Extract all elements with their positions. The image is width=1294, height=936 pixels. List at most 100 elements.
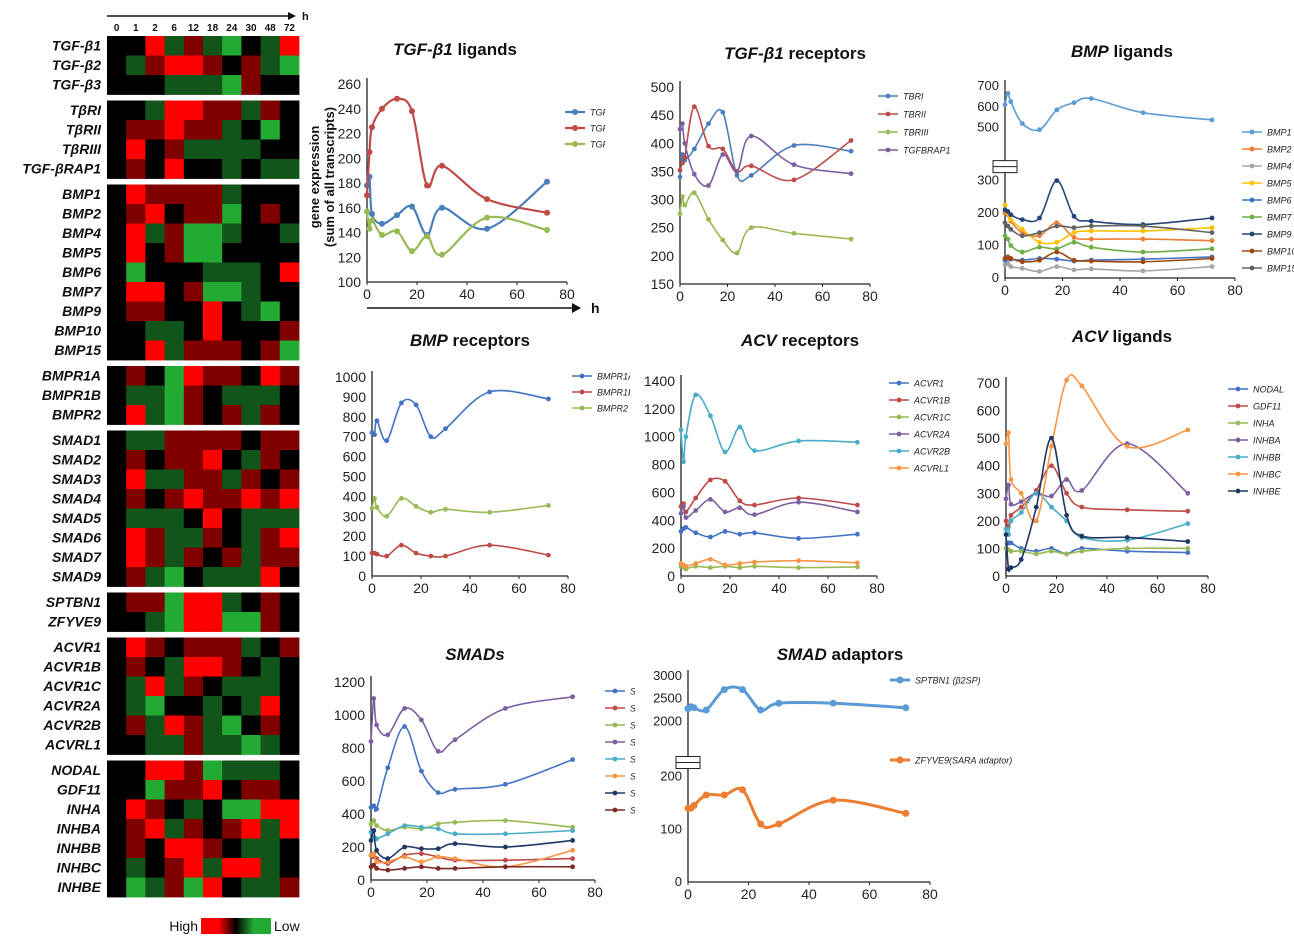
data-point (720, 791, 728, 799)
heatmap-cell (145, 735, 165, 755)
heatmap-cell (164, 75, 185, 95)
heatmap-cell (203, 547, 223, 568)
chart-plot: 100 120 140 160 180 200 220 240 260 0 20 40 60 80 gene… (307, 76, 619, 316)
data-point (690, 704, 698, 712)
legend-marker (896, 397, 902, 403)
x-tick-label: 20 (722, 580, 738, 596)
data-point (1124, 546, 1130, 551)
legend-marker (1235, 488, 1241, 494)
heatmap-cell (279, 858, 300, 878)
series-line (370, 696, 573, 753)
y-tick-label: 1000 (644, 429, 675, 445)
heatmap-cell (183, 184, 204, 205)
legend-marker (612, 773, 618, 779)
heatmap-row-label: TβRI (70, 102, 102, 118)
y-tick-label: 0 (992, 270, 999, 285)
data-point (1054, 220, 1060, 226)
heatmap-cell (222, 676, 242, 697)
data-point (546, 552, 551, 558)
legend-label: ACVR1C (913, 413, 951, 423)
data-point (428, 509, 434, 515)
heatmap-cell (164, 55, 185, 76)
y-tick-label: 0 (358, 568, 366, 584)
heatmap-cell (126, 405, 146, 425)
heatmap-cell (183, 55, 204, 76)
data-point (487, 509, 492, 515)
time-header-label: 1 (133, 23, 139, 34)
heatmap-cell (107, 735, 127, 755)
heatmap-cell (279, 55, 300, 76)
x-tick-label: 20 (1049, 580, 1065, 596)
data-point (570, 856, 575, 861)
heatmap-cell (183, 592, 204, 613)
data-point (693, 495, 699, 501)
data-point (722, 509, 728, 515)
legend-marker (579, 389, 585, 395)
data-point (752, 559, 757, 565)
legend-label: TBRII (903, 110, 927, 120)
data-point (708, 556, 713, 562)
data-point (544, 178, 550, 185)
heatmap-cell (107, 508, 127, 529)
heatmap-cell (241, 430, 261, 451)
heatmap-cell (260, 243, 281, 263)
heatmap-cell (183, 405, 204, 425)
heatmap-row-label: NODAL (51, 762, 101, 778)
y-tick-label: 200 (651, 248, 675, 264)
heatmap-cell (183, 508, 204, 529)
data-point (677, 174, 683, 180)
series-line (370, 849, 573, 868)
y-tick-label: 150 (651, 276, 675, 292)
heatmap-cell (145, 715, 165, 736)
heatmap-cell (241, 36, 261, 56)
heatmap-cell (203, 877, 223, 898)
heatmap: 0 1 2 6 12 18 24 30 48 72hTGF-β1TGF-β2TGF-β3TβRIT… (22, 11, 309, 934)
heatmap-cell (107, 75, 127, 95)
data-point (682, 155, 688, 160)
data-point (683, 524, 689, 530)
heatmap-cell (126, 657, 146, 677)
data-point (752, 512, 757, 518)
heatmap-cell (164, 139, 185, 160)
data-point (739, 786, 746, 794)
data-point (368, 821, 374, 827)
heatmap-cell (126, 120, 146, 140)
heatmap-cell (279, 120, 300, 140)
data-point (855, 439, 860, 445)
data-point (1019, 265, 1025, 271)
time-header-label: 12 (188, 23, 200, 34)
data-point (1140, 228, 1146, 234)
heatmap-cell (260, 385, 281, 406)
legend-label: SMAD3 (630, 721, 635, 731)
heatmap-cell (145, 657, 165, 677)
data-point (379, 105, 385, 112)
heatmap-cell (164, 819, 185, 839)
data-point (706, 143, 711, 149)
x-tick-label: 40 (459, 286, 475, 302)
data-point (902, 809, 910, 817)
heatmap-cell (203, 469, 223, 490)
heatmap-cell (260, 139, 281, 160)
data-point (1005, 223, 1011, 229)
data-point (419, 851, 424, 856)
legend-label: BMP9 (1267, 230, 1292, 240)
data-point (1088, 96, 1094, 101)
data-point (748, 173, 754, 178)
y-tick-label: 800 (342, 740, 366, 756)
heatmap-cell (145, 877, 165, 898)
heatmap-row-label: INHBA (57, 820, 101, 836)
data-point (371, 803, 377, 809)
data-point (369, 124, 375, 131)
data-point (1033, 490, 1039, 496)
legend-marker (572, 141, 578, 147)
legend-low-label: Low (274, 918, 301, 934)
heatmap-cell (279, 243, 300, 263)
data-point (384, 513, 390, 519)
data-point (678, 510, 684, 516)
data-point (737, 498, 743, 504)
heatmap-cell (260, 760, 281, 781)
series-line (370, 725, 573, 813)
legend-label: SPTBN1 (β2SP) (915, 676, 981, 686)
legend-label: ACVR1 (913, 379, 944, 389)
series-line (1004, 204, 1213, 245)
